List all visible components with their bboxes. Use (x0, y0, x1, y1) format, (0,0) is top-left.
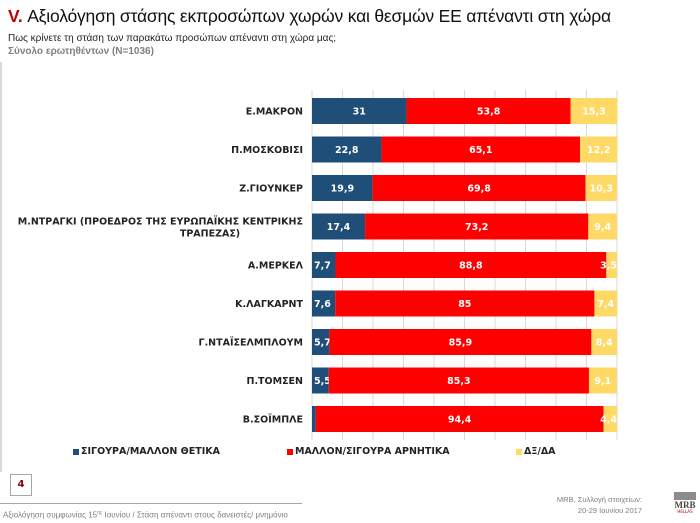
value-label-positive: 7,6 (314, 299, 331, 310)
value-label-negative: 73,2 (465, 222, 488, 233)
value-label-negative: 94,4 (448, 415, 472, 426)
bar-segment-dk (588, 367, 617, 394)
footer-divider (0, 503, 302, 504)
slide-title: V. Αξιολόγηση στάσης εκπροσώπων χωρών κα… (8, 6, 611, 27)
value-label-negative: 85 (458, 299, 471, 310)
category-label: Π.ΜΟΣΚΟΒΙΣΙ (231, 145, 303, 156)
category-label-line: ΤΡΑΠΕΖΑΣ) (180, 229, 240, 240)
value-label-positive: 5,5 (314, 376, 331, 387)
legend-label-positive: ΣΙΓΟΥΡΑ/ΜΑΛΛΟΝ ΘΕΤΙΚΑ (81, 446, 220, 457)
category-label: Μ.ΝΤΡΑΓΚΙ (ΠΡΟΕΔΡΟΣ ΤΗΣ ΕΥΡΩΠΑΪΚΗΣ ΚΕΝΤΡ… (18, 217, 303, 240)
bar-segment-positive (312, 406, 316, 432)
bar-segment-negative (328, 367, 589, 394)
value-label-dk: 9,4 (594, 222, 611, 233)
bar-segment-negative (335, 290, 595, 317)
value-label-dk: 12,2 (587, 145, 610, 156)
value-label-dk: 4,4 (600, 415, 617, 426)
footer-caption-sup: ης (97, 510, 103, 516)
source-line-1: MRB, Συλλογή στοιχείων: (556, 495, 642, 504)
value-label-negative: 65,1 (469, 145, 492, 156)
bar-segment-dk (603, 406, 617, 432)
logo-bar (674, 492, 696, 500)
bar-segment-dk (606, 252, 617, 278)
value-label-dk: 8,4 (596, 338, 613, 349)
bar-segment-positive (312, 98, 407, 124)
logo-subtext: HELLAS (677, 509, 693, 514)
legend-item-positive: ΣΙΓΟΥΡΑ/ΜΑΛΛΟΝ ΘΕΤΙΚΑ (73, 446, 220, 457)
bar-segment-positive (312, 136, 382, 163)
category-label: Κ.ΛΑΓΚΑΡΝΤ (235, 299, 303, 310)
bar-segment-negative (406, 98, 571, 124)
value-label-positive: 17,4 (327, 222, 351, 233)
value-label-negative: 85,3 (447, 376, 470, 387)
value-label-negative: 69,8 (467, 184, 491, 195)
bar-segment-positive (312, 329, 330, 355)
slide-left-border (0, 62, 2, 472)
category-label: Α.ΜΕΡΚΕΛ (248, 261, 304, 272)
bar-segment-positive (312, 290, 336, 317)
bar-segment-negative (329, 329, 592, 355)
value-label-positive: 7,7 (314, 261, 331, 272)
bar-segment-negative (315, 406, 604, 432)
bar-segment-dk (594, 290, 617, 317)
legend-item-negative: ΜΑΛΛΟΝ/ΣΙΓΟΥΡΑ ΑΡΝΗΤΙΚΑ (287, 446, 450, 457)
category-label: Π.ΤΟΜΣΕΝ (247, 376, 304, 387)
mrb-logo: MRB HELLAS (674, 492, 696, 514)
value-label-dk: 9,1 (594, 376, 611, 387)
bar-segment-negative (335, 252, 607, 278)
title-text: Αξιολόγηση στάσης εκπροσώπων χωρών και θ… (22, 6, 611, 26)
category-label: Β.ΣΟΪΜΠΛΕ (243, 415, 303, 426)
bar-segment-positive (312, 213, 366, 240)
question-text: Πως κρίνετε τη στάση των παρακάτω προσώπ… (8, 33, 337, 44)
bar-segment-dk (570, 98, 618, 124)
page-number: 4 (10, 474, 32, 496)
value-label-positive: 22,8 (335, 145, 359, 156)
category-label: Ζ.ΓΙΟΥΝΚΕΡ (239, 184, 303, 195)
source-note: MRB, Συλλογή στοιχείων: 20-29 Ιουνίου 20… (557, 494, 642, 516)
legend-swatch-positive (73, 448, 79, 455)
logo-text: MRB (674, 500, 696, 510)
bar-segment-positive (312, 367, 329, 394)
section-number: V. (8, 6, 23, 26)
bar-segment-dk (585, 175, 617, 201)
bar-segment-negative (381, 136, 581, 163)
stacked-bar-chart: Ε.ΜΑΚΡΟΝ 31 53,8 15,3 Π.ΜΟΣΚΟΒΙΣΙ 22,8 65,1 12,… (18, 90, 618, 440)
bar-segment-dk (580, 136, 618, 163)
bar-segment-negative (365, 213, 589, 240)
bar-segment-negative (372, 175, 586, 201)
sample-size: Σύνολο ερωτηθέντων (Ν=1036) (8, 46, 154, 57)
category-label-line: Μ.ΝΤΡΑΓΚΙ (ΠΡΟΕΔΡΟΣ ΤΗΣ ΕΥΡΩΠΑΪΚΗΣ ΚΕΝΤΡ… (18, 217, 303, 228)
legend-swatch-negative (287, 448, 293, 455)
footer-caption: Αξιολόγηση συμφωνίας 15ης Ιουνίου / Στάσ… (3, 510, 288, 520)
bar-segment-positive (312, 175, 373, 201)
value-label-negative: 85,9 (449, 338, 472, 349)
value-label-dk: 7,4 (597, 299, 614, 310)
category-label: Ε.ΜΑΚΡΟΝ (246, 107, 303, 118)
legend-label-dk: ΔΞ/ΔΑ (524, 446, 556, 457)
legend-label-negative: ΜΑΛΛΟΝ/ΣΙΓΟΥΡΑ ΑΡΝΗΤΙΚΑ (295, 446, 450, 457)
bar-segment-positive (312, 252, 336, 278)
value-label-dk: 15,3 (582, 107, 605, 118)
value-label-dk: 3,5 (600, 261, 617, 272)
value-label-positive: 19,9 (331, 184, 354, 195)
bar-segment-dk (591, 329, 617, 355)
category-label: Γ.ΝΤΑΪΣΕΛΜΠΛΟΥΜ (199, 338, 303, 349)
value-label-negative: 53,8 (477, 107, 501, 118)
legend-item-dk: ΔΞ/ΔΑ (516, 446, 556, 457)
legend-swatch-dk (516, 448, 522, 455)
value-label-negative: 88,8 (459, 261, 483, 272)
footer-caption-part2: Ιουνίου / Στάση απέναντι στους δανειστές… (102, 510, 288, 520)
value-label-positive: 31 (353, 107, 366, 118)
value-label-positive: 5,7 (314, 338, 331, 349)
footer-caption-part1: Αξιολόγηση συμφωνίας 15 (3, 510, 98, 520)
value-label-dk: 10,3 (590, 184, 613, 195)
bar-segment-dk (588, 213, 617, 240)
source-line-2: 20-29 Ιουνίου 2017 (577, 506, 642, 515)
